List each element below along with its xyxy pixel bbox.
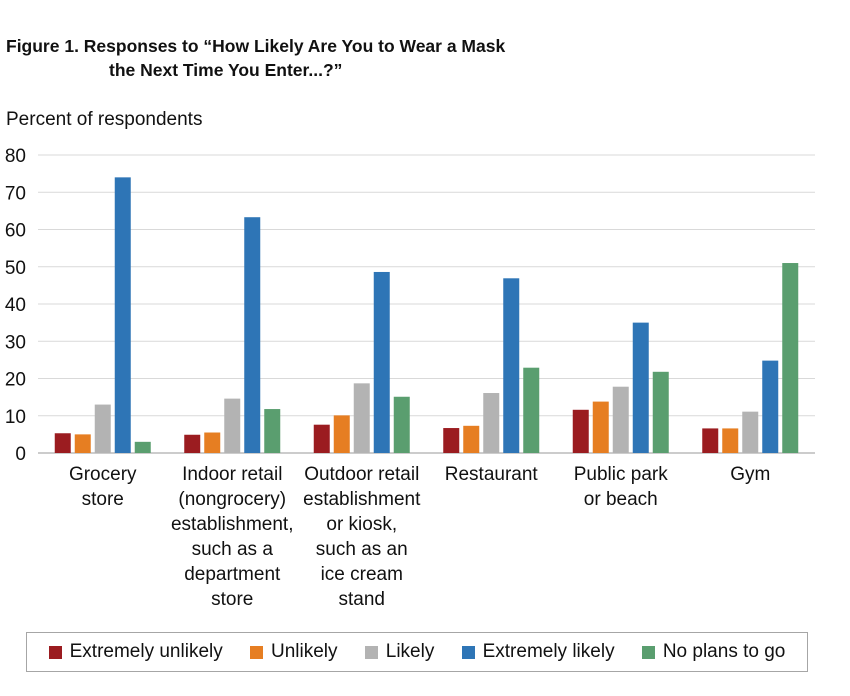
x-tick-label: Outdoor retail establishment or kiosk, s… [303,464,421,610]
legend-item: Extremely likely [461,641,615,663]
bar [313,424,330,453]
bar [782,263,799,453]
y-tick-label: 60 [5,221,26,242]
bar [443,428,460,453]
bar [74,434,91,453]
bar [652,371,669,453]
bar [393,396,410,453]
bar [612,386,629,453]
bar [592,401,609,453]
legend-swatch [249,645,263,659]
bar [632,322,649,453]
x-tick-label: Gym [730,464,771,485]
bar [333,415,350,453]
chart-title-line1: Figure 1. Responses to “How Likely Are Y… [6,36,506,56]
bar [353,383,370,453]
bar [483,393,500,453]
legend-item: Unlikely [249,641,338,663]
y-tick-label: 30 [5,332,26,353]
bar [523,367,540,453]
chart-legend: Extremely unlikely Unlikely Likely Extremel… [26,632,808,672]
legend-swatch [48,645,62,659]
bar [572,409,589,453]
legend-item: Extremely unlikely [48,641,223,663]
legend-swatch [364,645,378,659]
bar [224,398,241,453]
bar [742,411,759,453]
y-tick-label: 80 [5,146,26,167]
y-tick-label: 50 [5,258,26,279]
legend-swatch [461,645,475,659]
x-tick-label: Public park or beach [573,464,668,510]
bar [702,428,719,453]
bar [54,433,71,453]
y-tick-label: 0 [15,444,26,465]
x-tick-label: Grocery store [68,464,137,510]
y-tick-label: 40 [5,295,26,316]
legend-label: No plans to go [662,641,786,662]
legend-label: Likely [385,641,435,662]
bar-chart: 0 10 20 30 40 50 60 70 80 [5,146,815,465]
chart-title: Figure 1. Responses to “How Likely Are Y… [6,34,505,82]
bar [134,441,151,453]
chart-title-line2: the Next Time You Enter...?” [109,60,343,80]
bar [264,409,281,453]
y-tick-label: 70 [5,183,26,204]
bar [503,278,520,453]
legend-label: Extremely likely [482,641,615,662]
legend-label: Unlikely [270,641,338,662]
legend-swatch [641,645,655,659]
y-tick-label: 20 [5,370,26,391]
bar [722,428,739,453]
bar [373,271,390,453]
bar [204,432,221,453]
bar [114,177,131,453]
x-tick-label: Restaurant [444,464,538,485]
x-tick-label: Indoor retail (nongrocery) establishment… [170,464,294,610]
bar [184,434,201,453]
y-tick-label: 10 [5,407,26,428]
bar [762,360,779,453]
bar [463,425,480,453]
legend-label: Extremely unlikely [69,641,223,662]
bar [94,404,111,453]
bar [244,217,261,453]
y-axis-label: Percent of respondents [6,109,203,130]
legend-item: Likely [364,641,435,663]
legend-item: No plans to go [641,641,786,663]
